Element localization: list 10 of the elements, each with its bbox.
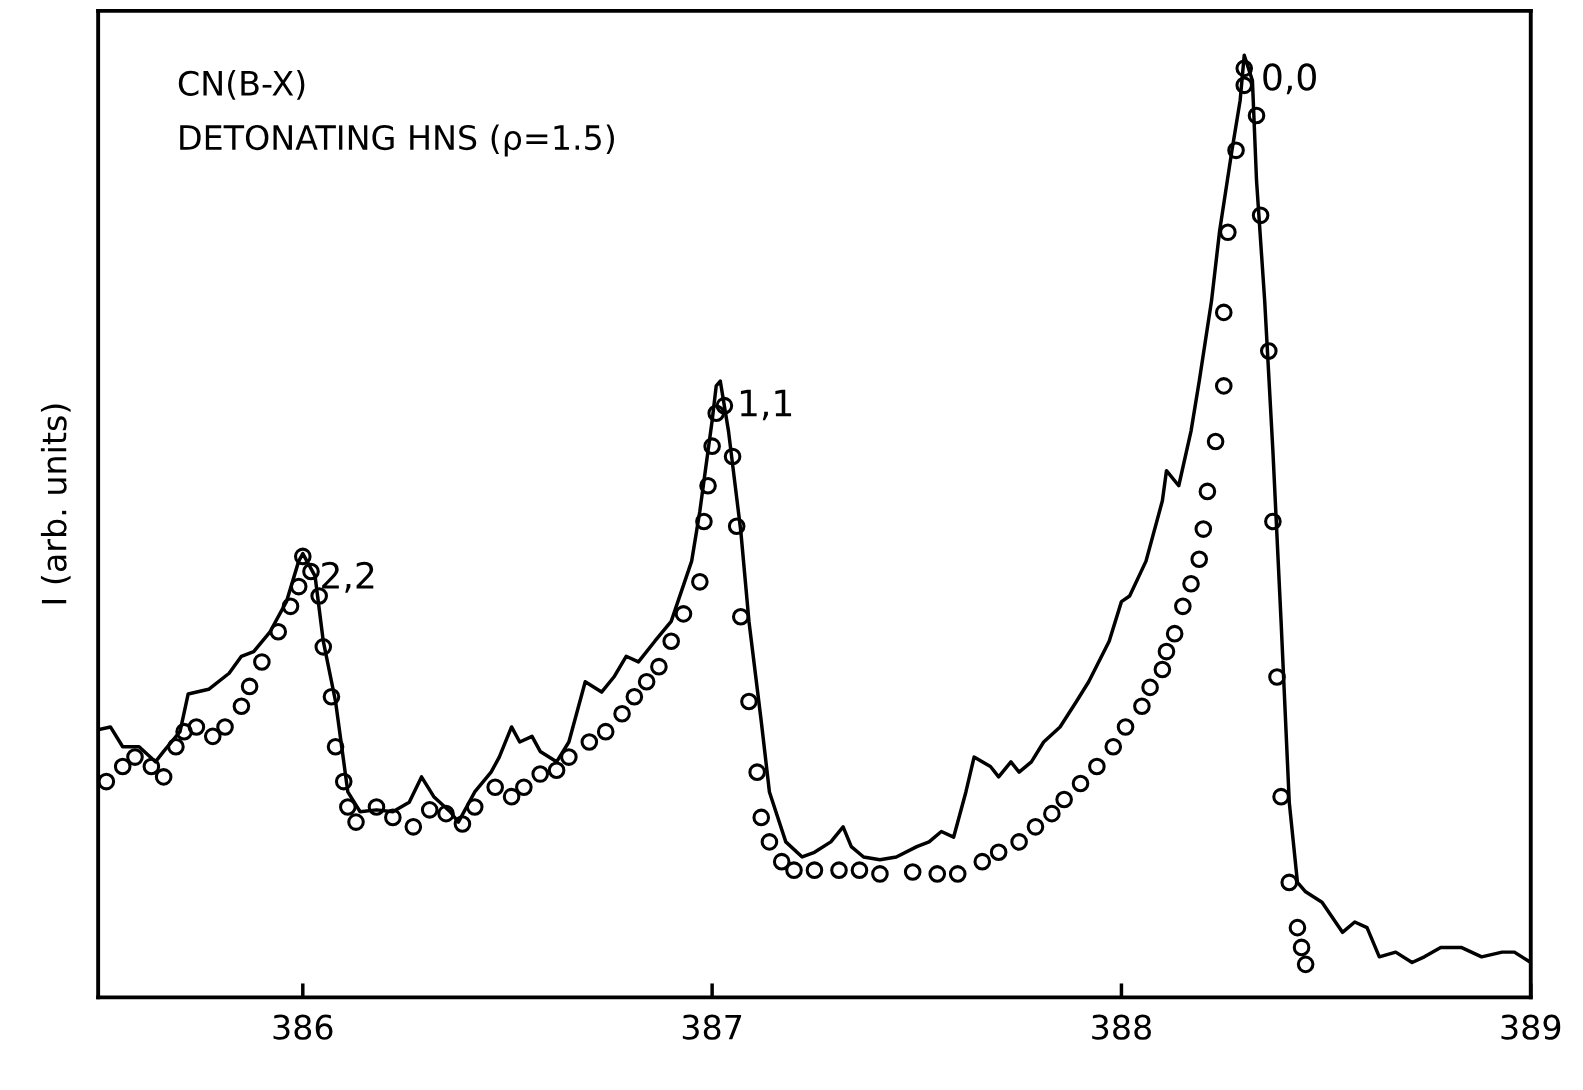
annotation: 2,2	[322, 561, 374, 593]
x-tick-label: 387	[682, 1014, 742, 1040]
x-tick-label: 386	[273, 1014, 333, 1040]
annotation: 0,0	[1263, 63, 1316, 95]
annotation: DETONATING HNS (ρ=1.5)	[180, 124, 614, 157]
x-tick-label: 389	[1501, 1014, 1561, 1040]
x-tick-label: 388	[1092, 1014, 1151, 1040]
annotation: CN(B-X)	[178, 70, 305, 100]
y-axis-title: I (arb. units)	[40, 404, 71, 604]
annotation: 1,1	[740, 389, 792, 421]
